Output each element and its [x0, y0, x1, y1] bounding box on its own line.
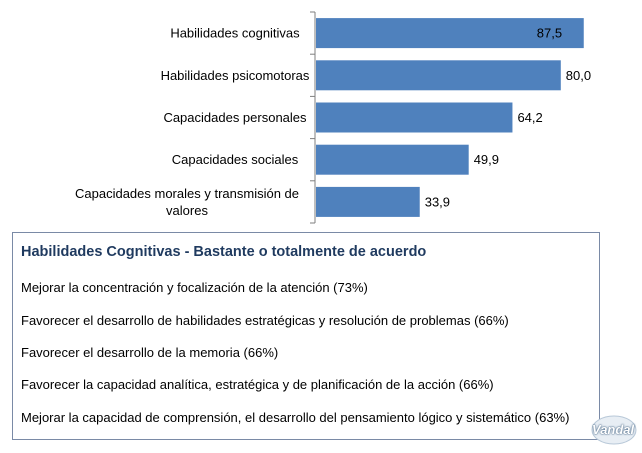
category-label: Capacidades morales y transmisión de valo…: [75, 186, 299, 218]
value-label: 80,0: [566, 68, 591, 83]
bar: [316, 60, 561, 91]
bar: [316, 102, 513, 133]
watermark-badge-icon: [591, 415, 637, 445]
category-label: Habilidades psicomotoras: [161, 68, 310, 83]
panel-item: Favorecer el desarrollo de habilidades e…: [21, 313, 509, 328]
vandal-watermark-logo: Vandal: [590, 410, 638, 446]
value-label: 87,5: [537, 26, 562, 41]
watermark-text: Vandal: [592, 422, 635, 437]
panel-item: Mejorar la capacidad de comprensión, el …: [21, 410, 570, 425]
panel-item: Favorecer la capacidad analítica, estrat…: [21, 377, 494, 392]
bar: [316, 144, 469, 175]
panel-item: Mejorar la concentración y focalización …: [21, 280, 368, 295]
bar: [316, 18, 584, 49]
category-label: Habilidades cognitivas: [170, 26, 300, 41]
value-label: 49,9: [474, 152, 499, 167]
bar-chart: 87,5 Habilidades cognitivas 80,0 Habilidade…: [75, 11, 591, 224]
bar: [316, 186, 420, 217]
panel-title: Habilidades Cognitivas - Bastante o tota…: [21, 244, 427, 260]
value-label: 33,9: [425, 194, 450, 209]
info-panel: Habilidades Cognitivas - Bastante o tota…: [12, 232, 600, 440]
category-label: Capacidades sociales: [172, 152, 299, 167]
category-label: Capacidades personales: [163, 110, 307, 125]
panel-item: Favorecer el desarrollo de la memoria (6…: [21, 345, 279, 360]
value-label: 64,2: [517, 110, 542, 125]
